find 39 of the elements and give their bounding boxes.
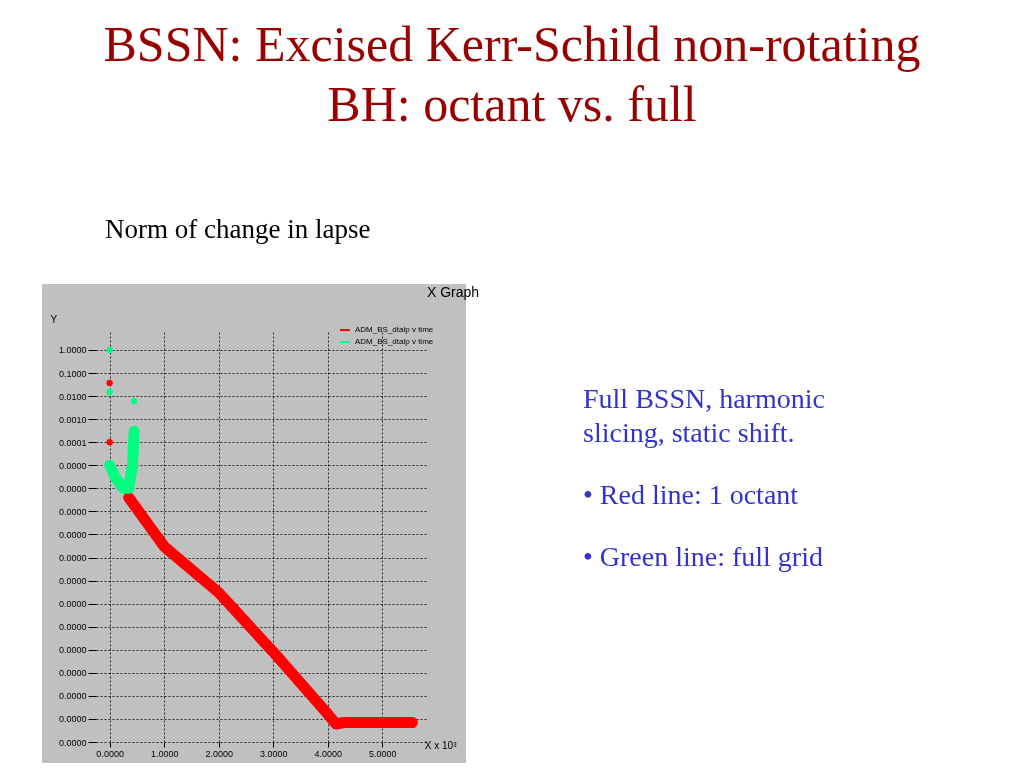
point xyxy=(131,398,138,405)
y-tick-label: 0.0000 xyxy=(58,553,87,563)
y-axis-title: Y xyxy=(50,313,58,325)
text: Full BSSN, harmonic slicing, static shift. xyxy=(583,382,826,450)
x-tick-label: 2.0000 xyxy=(205,748,233,759)
x-axis-title: X x 10³ xyxy=(424,739,458,751)
y-tick-label: 0.0000 xyxy=(58,599,87,610)
chart-subtitle: Norm of change in lapse xyxy=(105,214,371,245)
legend-label: ADM_BS_dtalp v time xyxy=(355,337,434,346)
y-tick-label: 0.0000 xyxy=(58,645,87,656)
x-tick-label: 3.0000 xyxy=(260,748,288,759)
y-tick-label: 0.0001 xyxy=(58,437,87,448)
chart-title: BSSN: Excised Kerr-Schild non-rotating BH: octant vs. full xyxy=(102,15,922,134)
point xyxy=(106,388,113,396)
x-tick-label: 5.0000 xyxy=(369,748,397,759)
y-tick-label: 0.0000 xyxy=(58,714,87,725)
y-tick-label: 0.0000 xyxy=(58,668,87,679)
y-tick-label: 0.0010 xyxy=(58,414,87,425)
y-tick-label: 0.0000 xyxy=(58,460,87,471)
y-tick-label: 0.0100 xyxy=(58,391,87,402)
text: • Red line: 1 octant xyxy=(583,478,800,512)
y-tick-label: 0.0000 xyxy=(58,691,87,702)
point xyxy=(106,439,113,446)
y-tick-label: 0.0000 xyxy=(58,737,87,748)
y-tick-label: 0.0000 xyxy=(58,529,87,540)
point xyxy=(106,379,113,387)
legend-label: ADM_BS_dtalp v time xyxy=(355,325,434,334)
text: X Graph xyxy=(427,284,480,300)
y-tick-label: 0.0000 xyxy=(58,622,87,633)
y-tick-label: 0.0000 xyxy=(58,576,87,587)
text: • Green line: full grid xyxy=(583,540,824,574)
x-tick-label: 1.0000 xyxy=(150,748,179,759)
point xyxy=(106,346,113,354)
x-tick-label: 4.0000 xyxy=(314,748,343,759)
y-tick-label: 0.0000 xyxy=(58,506,87,517)
y-tick-label: 0.0000 xyxy=(58,483,87,494)
y-tick-label: 0.1000 xyxy=(58,368,87,379)
x-tick-label: 0.0000 xyxy=(96,748,124,759)
y-tick-label: 1.0000 xyxy=(58,345,87,356)
